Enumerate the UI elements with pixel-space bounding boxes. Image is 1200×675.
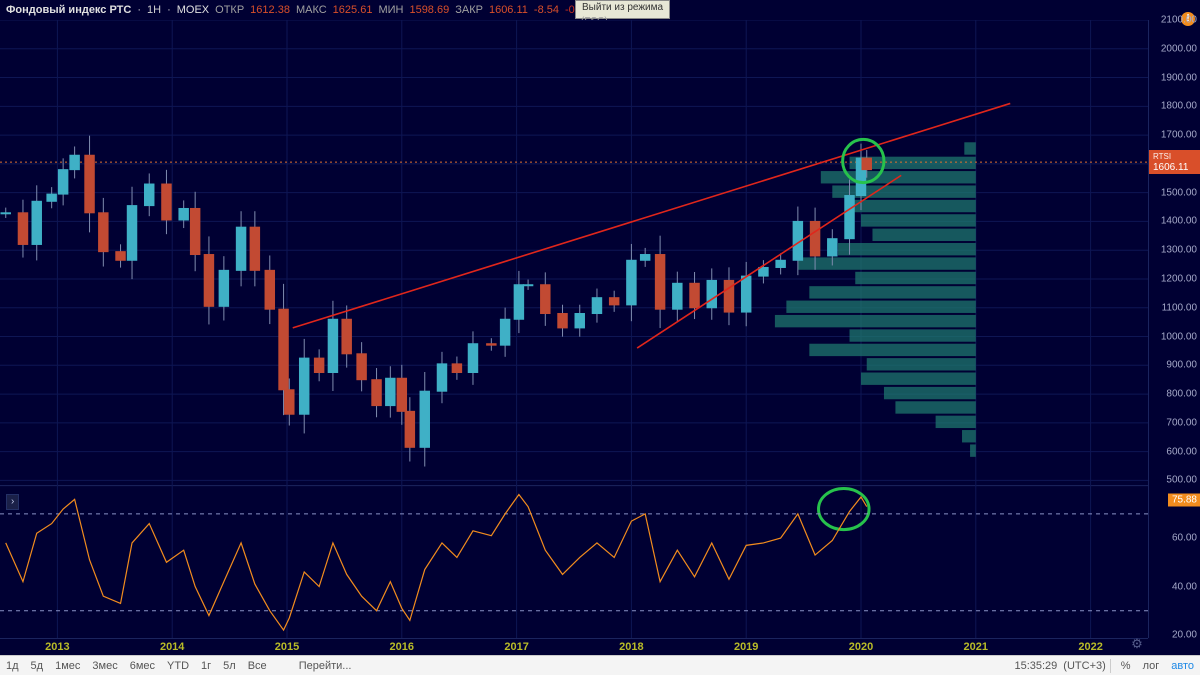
log-toggle[interactable]: лог	[1137, 660, 1166, 672]
timezone: (UTC+3)	[1063, 660, 1105, 672]
price-tick: 1200.00	[1161, 273, 1197, 284]
chart-area[interactable]	[0, 20, 1148, 638]
timeframe-button[interactable]: 5л	[217, 660, 242, 672]
rsi-panel-collapse[interactable]: ›	[6, 494, 19, 510]
rsi-badge: 75.88	[1168, 493, 1200, 506]
chart-root: Фондовый индекс РТС · 1Н · MOEX ОТКР1612…	[0, 0, 1200, 675]
year-tick: 2016	[390, 641, 414, 653]
price-tick: 900.00	[1166, 360, 1197, 371]
timeframe-button[interactable]: 1мес	[49, 660, 86, 672]
timeframe-button[interactable]: YTD	[161, 660, 195, 672]
year-tick: 2013	[45, 641, 69, 653]
ohlc-change: -8.54	[534, 4, 559, 16]
ohlc-high: 1625.61	[333, 4, 373, 16]
timeframe-button[interactable]: 6мес	[124, 660, 161, 672]
price-tick: 600.00	[1166, 446, 1197, 457]
rsi-tick: 40.00	[1172, 581, 1197, 592]
year-tick: 2014	[160, 641, 184, 653]
price-tick: 1000.00	[1161, 331, 1197, 342]
rsi-tick: 60.00	[1172, 533, 1197, 544]
bottom-toolbar: 1д5д1мес3мес6месYTD1г5лВсе Перейти... 15…	[0, 655, 1200, 675]
year-tick: 2020	[849, 641, 873, 653]
ohlc-close: 1606.11	[489, 4, 528, 16]
year-tick: 2017	[504, 641, 528, 653]
ohlc-low: 1598.69	[409, 4, 449, 16]
price-tick: 500.00	[1166, 475, 1197, 486]
year-tick: 2018	[619, 641, 643, 653]
instrument-title: Фондовый индекс РТС	[6, 4, 131, 16]
timeframe-button[interactable]: 3мес	[86, 660, 123, 672]
year-tick: 2019	[734, 641, 758, 653]
price-tick: 2100.00	[1161, 15, 1197, 26]
chart-svg	[0, 20, 1148, 638]
settings-gear-icon[interactable]: ⚙	[1130, 637, 1144, 651]
auto-toggle[interactable]: авто	[1165, 660, 1200, 672]
price-tick: 1900.00	[1161, 72, 1197, 83]
price-axis[interactable]: ! 2100.002000.001900.001800.001700.00160…	[1148, 20, 1200, 638]
timeframe-button[interactable]: 1г	[195, 660, 217, 672]
pct-toggle[interactable]: %	[1115, 660, 1137, 672]
price-tick: 2000.00	[1161, 43, 1197, 54]
clock: 15:35:29	[1008, 660, 1063, 672]
year-tick: 2015	[275, 641, 299, 653]
year-tick: 2022	[1078, 641, 1102, 653]
ohlc-open: 1612.38	[250, 4, 290, 16]
price-tick: 1800.00	[1161, 101, 1197, 112]
price-tick: 1400.00	[1161, 216, 1197, 227]
timeframe-button[interactable]: 1д	[0, 660, 25, 672]
price-tick: 1100.00	[1162, 302, 1197, 313]
timeframe-button[interactable]: Все	[242, 660, 273, 672]
timeframe-label: 1Н	[147, 4, 161, 16]
price-tick: 800.00	[1166, 389, 1197, 400]
price-tick: 1700.00	[1161, 130, 1197, 141]
goto-button[interactable]: Перейти...	[293, 660, 358, 672]
time-axis[interactable]: ⚙ 2013 2014 2015 2016 2017 2018 2019 2020 2021 20…	[0, 638, 1148, 655]
rsi-tick: 20.00	[1172, 629, 1197, 640]
exchange-label: MOEX	[177, 4, 209, 16]
price-tick: 1300.00	[1161, 245, 1197, 256]
year-tick: 2021	[964, 641, 988, 653]
timeframe-button[interactable]: 5д	[25, 660, 50, 672]
price-tick: 1500.00	[1161, 187, 1197, 198]
price-badge: RTSI 1606.11	[1149, 150, 1200, 174]
price-tick: 700.00	[1166, 417, 1197, 428]
